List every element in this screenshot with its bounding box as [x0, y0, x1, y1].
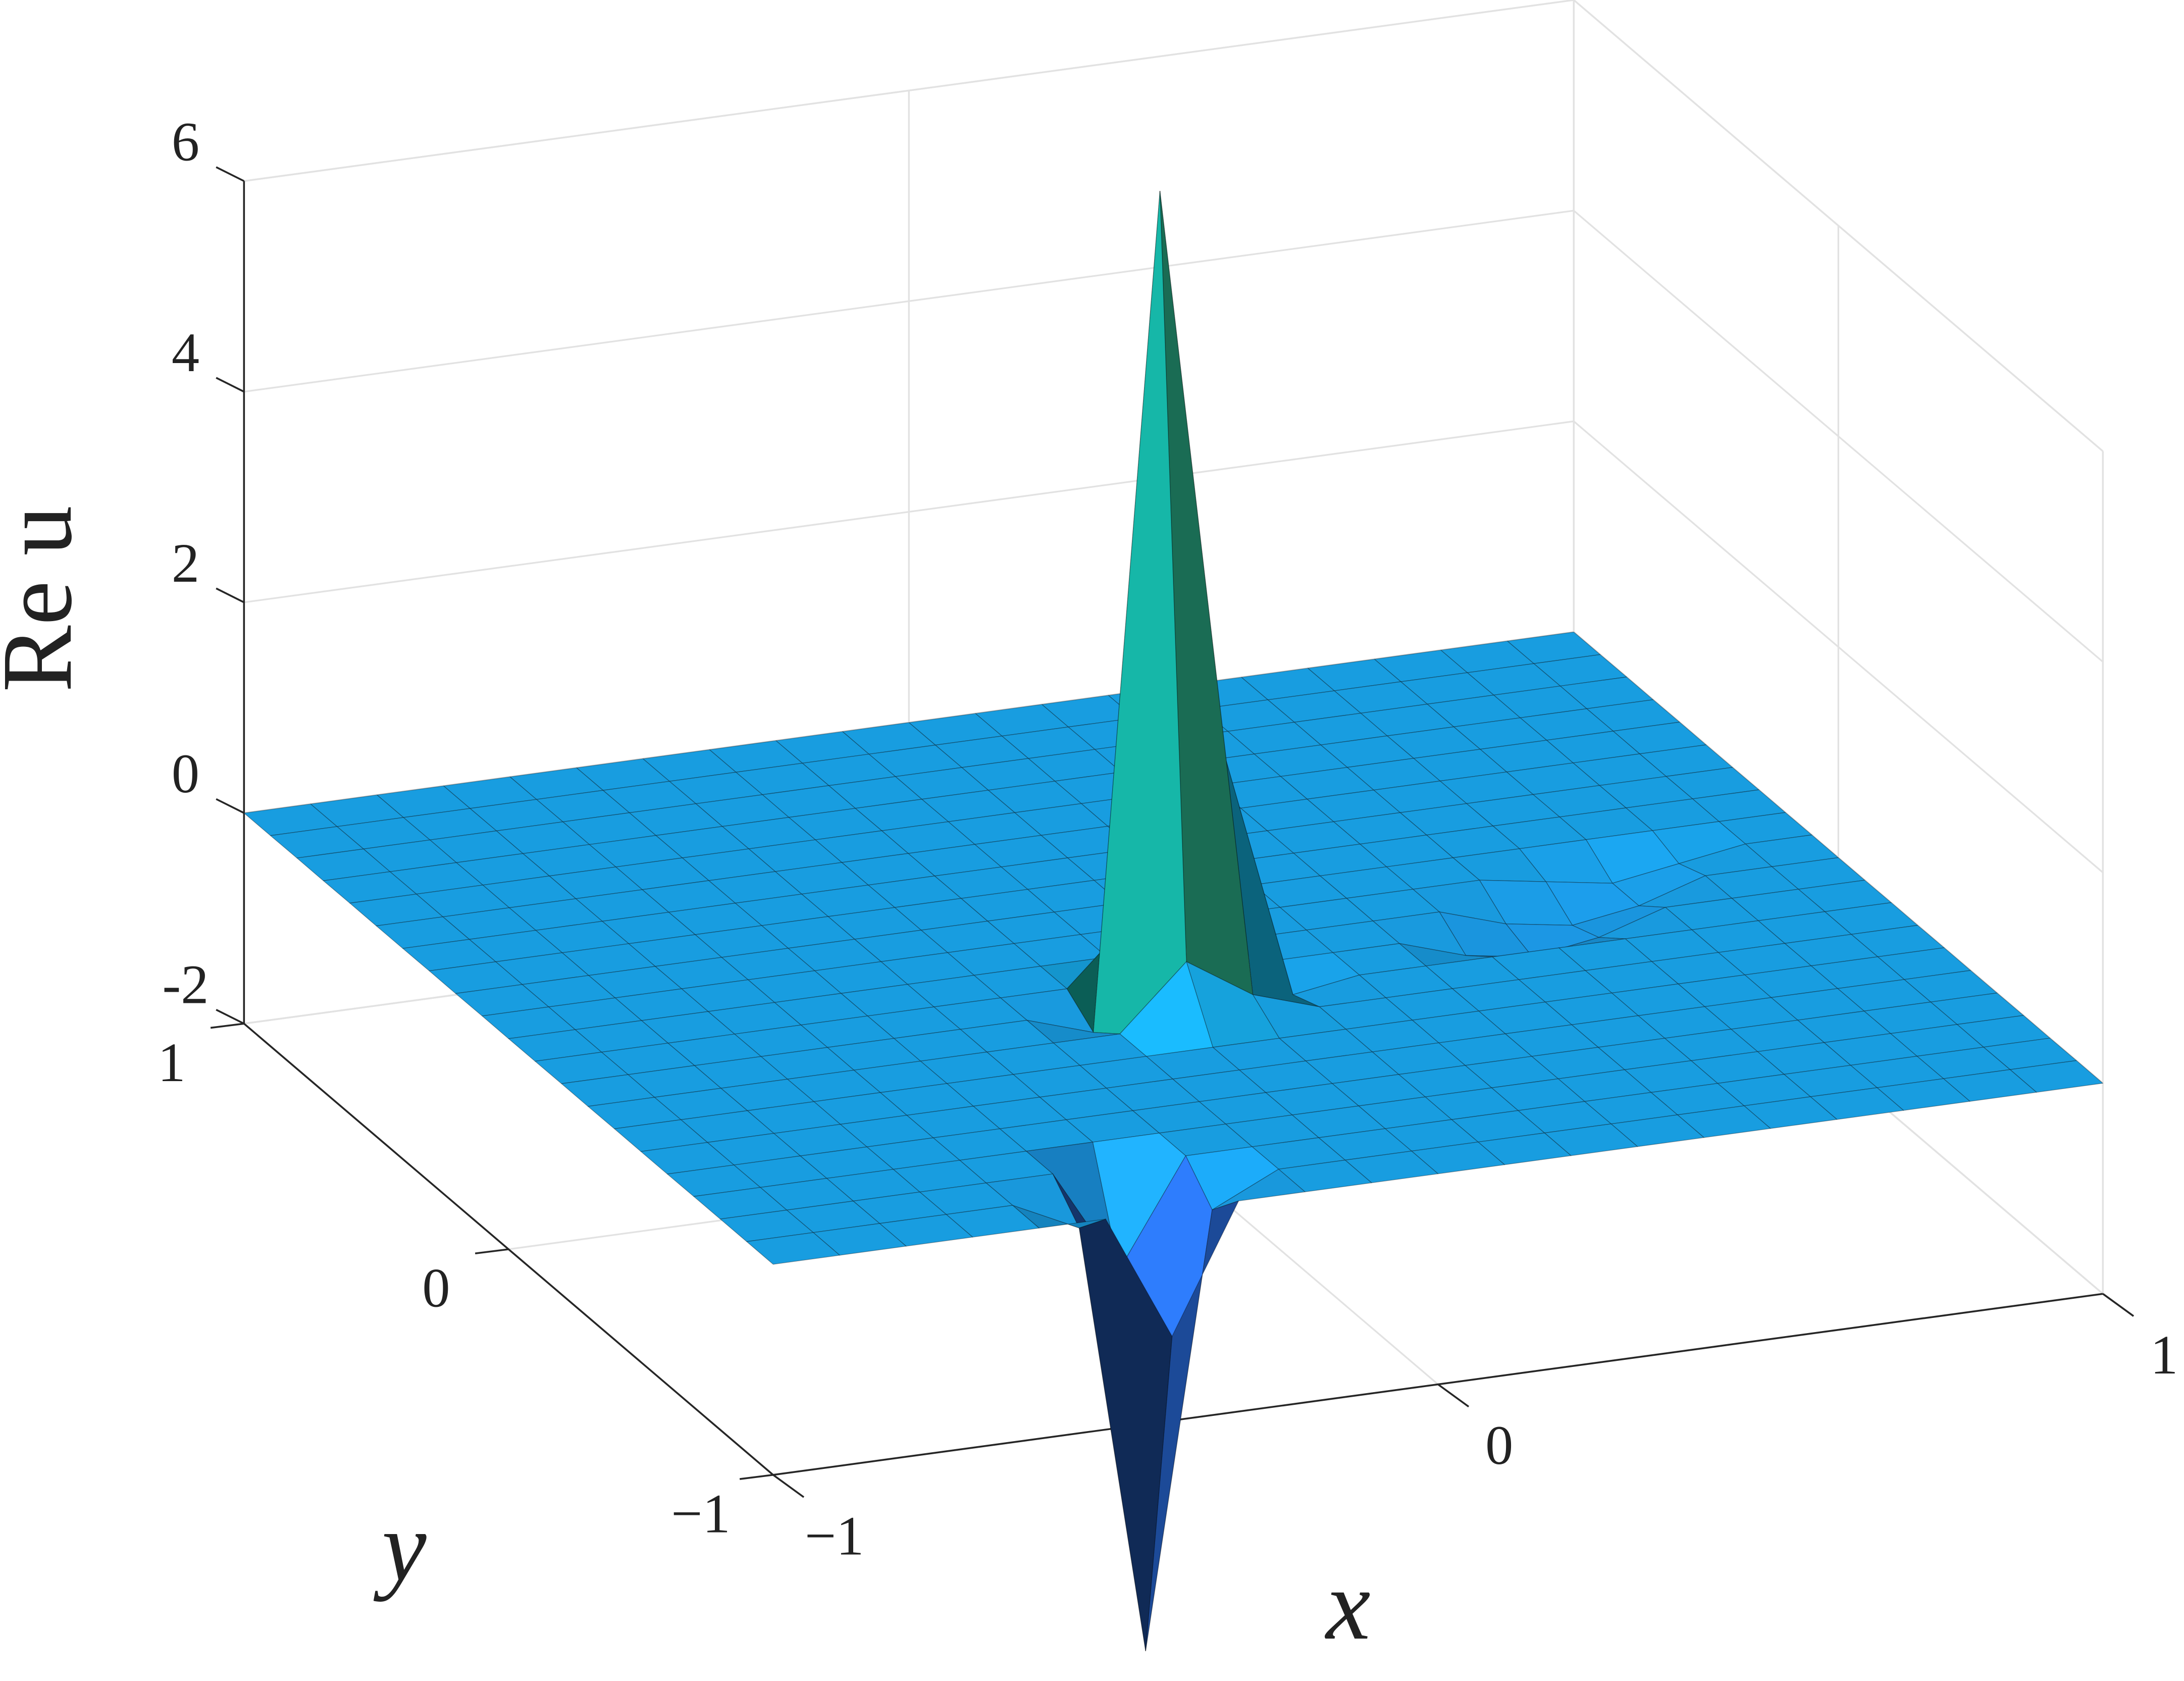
y-tick-label: −1 — [671, 1483, 730, 1544]
tick-mark — [216, 1009, 245, 1025]
y-tick-label: 0 — [422, 1257, 450, 1319]
tick-mark — [739, 1474, 773, 1480]
surface-patch — [746, 1232, 840, 1265]
surface-patch — [1440, 640, 1534, 673]
axis-line — [773, 1293, 2103, 1476]
surface-patch — [1400, 672, 1494, 705]
x-tick-label: 0 — [1485, 1414, 1513, 1476]
surface-patch — [1612, 863, 1706, 906]
z-tick-label: 2 — [172, 532, 199, 594]
tick-mark — [216, 377, 245, 393]
tick-mark — [216, 798, 245, 814]
surface-patch — [1507, 631, 1601, 664]
y-axis-label: y — [373, 1491, 427, 1602]
surface-patch — [1810, 1087, 1904, 1120]
surface-patch — [693, 1187, 788, 1219]
y-tick-label: 1 — [158, 1032, 185, 1093]
surface-patch — [1585, 830, 1680, 884]
surface-patch — [1212, 1168, 1306, 1210]
surface-patch — [1610, 1114, 1704, 1147]
z-tick-label: -2 — [163, 953, 209, 1015]
z-tick-label: 6 — [172, 111, 199, 173]
surface-patch — [1000, 988, 1094, 1033]
surface-patch — [1677, 1105, 1771, 1138]
tick-mark — [210, 1023, 244, 1029]
tick-mark — [475, 1248, 509, 1255]
surface-patch — [1877, 1078, 1970, 1111]
tick-mark — [1437, 1384, 1470, 1408]
surface-patch — [2009, 1060, 2104, 1093]
surface-patch — [1544, 1124, 1638, 1156]
z-tick-label: 0 — [172, 743, 199, 804]
surface-patch — [1533, 654, 1627, 687]
surface-patch — [985, 1174, 1080, 1229]
x-tick-label: −1 — [805, 1505, 864, 1567]
z-tick-label: 4 — [172, 322, 199, 383]
tick-mark — [772, 1474, 805, 1498]
x-axis-label: x — [1324, 1549, 1370, 1660]
tick-mark — [2102, 1293, 2135, 1317]
tick-mark — [216, 166, 245, 182]
tick-mark — [216, 587, 245, 603]
z-axis-label: Re u — [0, 505, 92, 692]
surface-patch — [1519, 839, 1613, 884]
surface-patch — [1943, 1069, 2037, 1102]
surface-patch — [1743, 1096, 1838, 1129]
surface-patch — [1467, 663, 1561, 696]
surface-patch — [1478, 1133, 1572, 1165]
x-tick-label: 1 — [2150, 1324, 2178, 1386]
surface-patch — [1559, 677, 1654, 709]
